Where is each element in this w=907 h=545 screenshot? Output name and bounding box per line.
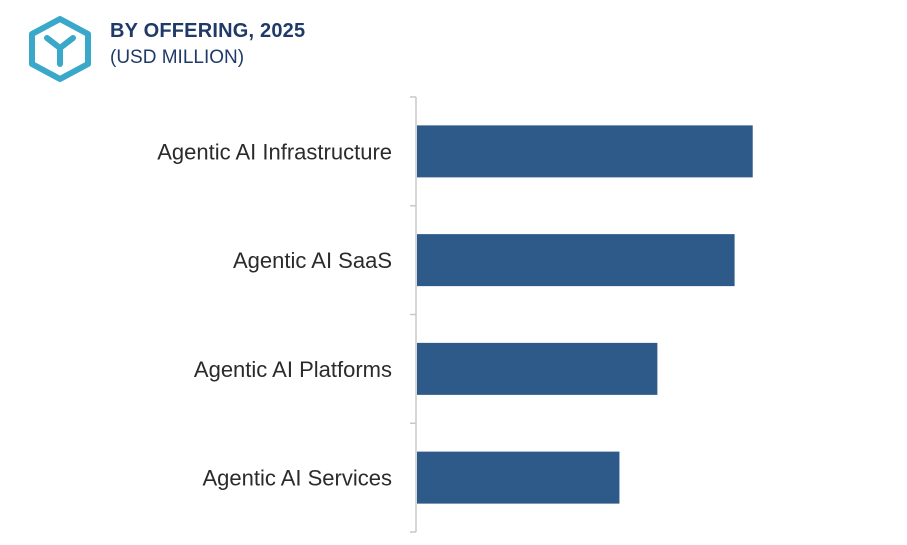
category-label: Agentic AI Platforms xyxy=(194,357,392,382)
bar-1 xyxy=(417,234,735,287)
bar-3 xyxy=(417,451,620,504)
cube-y-logo-icon xyxy=(29,16,91,82)
chart-title: BY OFFERING, 2025 xyxy=(110,20,306,42)
bar-0 xyxy=(417,125,753,178)
category-label: Agentic AI SaaS xyxy=(233,248,392,273)
chart-subtitle: (USD MILLION) xyxy=(110,47,245,68)
category-label: Agentic AI Services xyxy=(202,466,392,491)
bar-2 xyxy=(417,342,658,395)
category-label: Agentic AI Infrastructure xyxy=(157,139,392,164)
